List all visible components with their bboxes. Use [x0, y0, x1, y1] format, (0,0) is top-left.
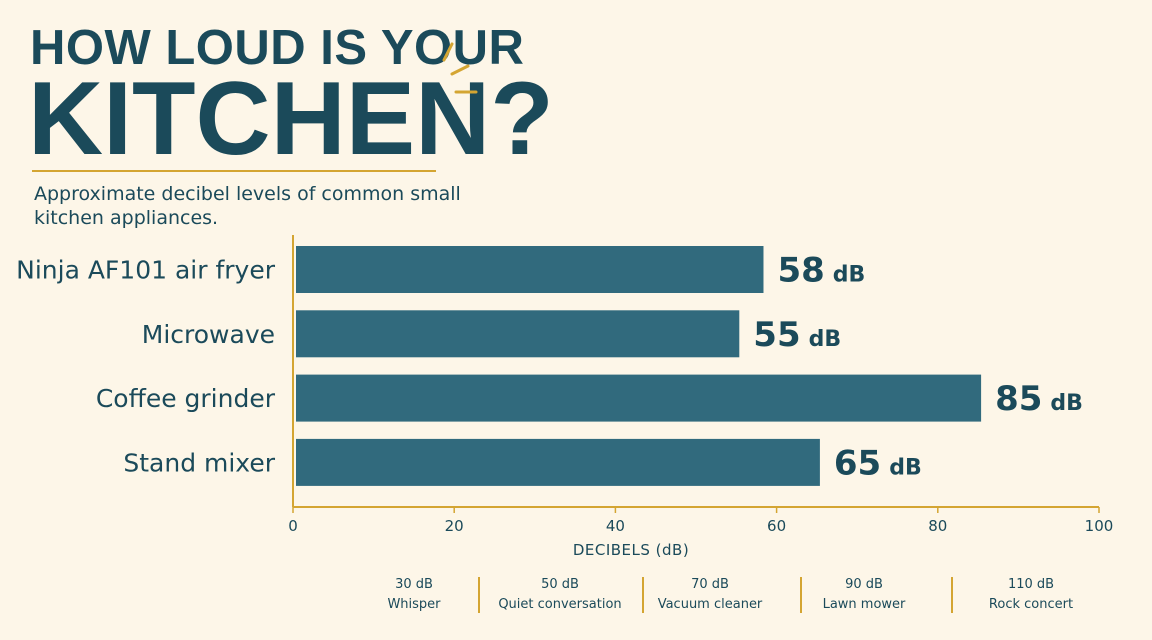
subtitle: Approximate decibel levels of common sma…: [34, 183, 461, 229]
reference-level: 110 dB: [1007, 577, 1055, 592]
reference-label: Vacuum cleaner: [657, 597, 763, 612]
reference-divider: [478, 577, 480, 613]
category-label: Ninja AF101 air fryer: [16, 256, 276, 285]
x-tick-label: 80: [928, 517, 947, 535]
reference-label: Quiet conversation: [498, 597, 622, 612]
reference-item: 90 dB Lawn mower: [784, 575, 944, 615]
reference-item: 30 dB Whisper: [334, 575, 494, 615]
reference-label: Rock concert: [988, 597, 1074, 612]
category-label: Microwave: [142, 320, 275, 349]
x-axis-label: DECIBELS (dB): [572, 541, 690, 559]
reference-level: 90 dB: [845, 577, 883, 592]
x-tick-label: 100: [1085, 517, 1114, 535]
reference-item: 50 dB Quiet conversation: [480, 575, 640, 615]
bar: [296, 438, 820, 486]
reference-scale: 30 dB Whisper 50 dB Quiet conversation 70 dB…: [318, 575, 1108, 617]
bar: [296, 246, 764, 293]
reference-divider: [951, 577, 953, 613]
bar: [296, 374, 982, 422]
category-label: Coffee grinder: [96, 384, 276, 413]
value-label: 85 dB: [995, 379, 1083, 419]
value-unit: dB: [833, 263, 866, 288]
value-unit: dB: [809, 327, 842, 352]
reference-level: 70 dB: [691, 577, 729, 592]
bar-chart: Ninja AF101 air fryer 58 dB Microwave 55 dB Co…: [16, 235, 1114, 535]
title-underline: [32, 170, 436, 172]
x-tick-label: 60: [767, 517, 786, 535]
bar: [296, 310, 740, 358]
reference-level: 30 dB: [395, 577, 433, 592]
value-unit: dB: [1050, 391, 1083, 416]
value-label: 58 dB: [777, 251, 865, 291]
reference-label: Whisper: [387, 597, 441, 612]
reference-item: 70 dB Vacuum cleaner: [630, 575, 790, 615]
x-tick-label: 20: [445, 517, 464, 535]
x-tick-label: 0: [288, 517, 298, 535]
reference-divider: [800, 577, 802, 613]
category-label: Stand mixer: [123, 448, 275, 477]
reference-divider: [642, 577, 644, 613]
value-unit: dB: [889, 455, 922, 480]
title-line-1: HOW LOUD IS YOUR: [30, 21, 525, 75]
value-label: 65 dB: [834, 443, 922, 483]
value-label: 55 dB: [753, 315, 841, 355]
reference-level: 50 dB: [541, 577, 579, 592]
x-tick-label: 40: [606, 517, 625, 535]
reference-item: 110 dB Rock concert: [951, 575, 1111, 615]
sound-burst-icon: [442, 42, 478, 94]
title-line-2: KITCHEN?: [28, 61, 554, 177]
reference-label: Lawn mower: [822, 597, 906, 612]
